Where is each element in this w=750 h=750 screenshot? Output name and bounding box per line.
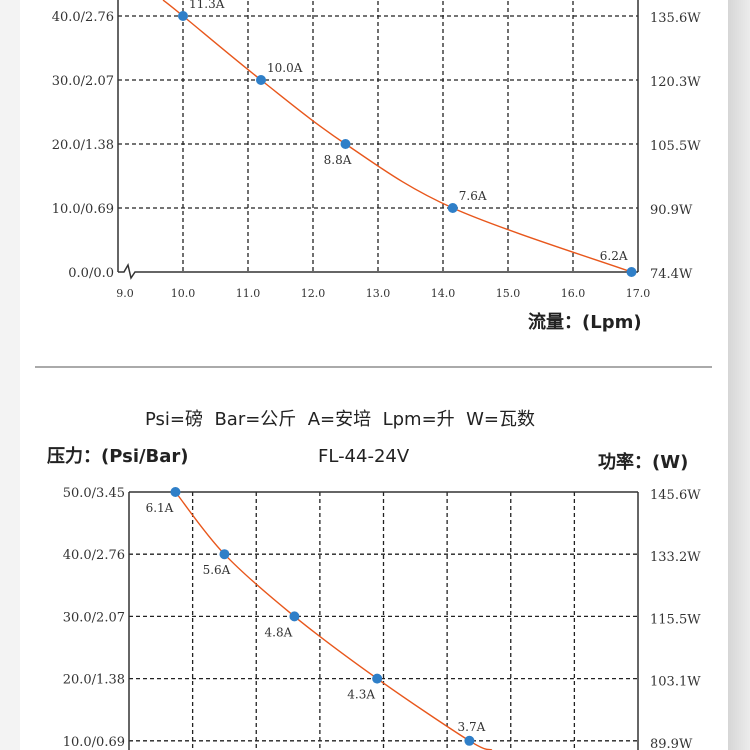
x-tick-label: 14.0 (431, 287, 456, 300)
data-point (626, 267, 637, 277)
y2-tick-label: 133.2W (650, 550, 701, 565)
y2-axis-title: 功率：(W) (598, 451, 688, 473)
current-label: 3.7A (458, 720, 486, 734)
page-edge-shadow (728, 0, 750, 750)
y-tick-label: 50.0/3.45 (63, 486, 125, 501)
y2-tick-label: 135.6W (650, 11, 701, 26)
y-tick-label: 40.0/2.76 (63, 548, 125, 563)
y-axis-title: 压力：(Psi/Bar) (47, 446, 189, 467)
y2-tick-label: 103.1W (650, 675, 701, 690)
current-label: 4.3A (347, 688, 375, 702)
top-chart: 0.0/0.0 74.4W 10.0/0.69 90.9W 20.0/1.38 105.5… (52, 0, 701, 300)
data-point (219, 549, 230, 560)
x-tick-label: 12.0 (301, 287, 326, 300)
data-point (464, 735, 475, 746)
top-x-axis-title: 流量：(Lpm) (528, 311, 642, 333)
x-tick-label: 16.0 (561, 287, 586, 300)
y-tick-label: 20.0/1.38 (52, 138, 114, 153)
data-point (178, 11, 188, 21)
y-tick-label: 0.0/0.0 (68, 266, 114, 281)
bottom-chart: 50.0/3.45 145.6W 40.0/2.76 133.2W 30.0/2.07 1… (63, 486, 701, 750)
y-tick-label: 30.0/2.07 (52, 74, 114, 89)
x-tick-label: 11.0 (236, 287, 261, 300)
data-point (289, 611, 300, 622)
current-label: 6.2A (600, 249, 628, 263)
x-tick-label: 10.0 (171, 287, 196, 300)
y-tick-label: 10.0/0.69 (52, 202, 114, 217)
current-label: 5.6A (203, 563, 231, 577)
pressure-curve (174, 491, 493, 750)
data-point (447, 203, 458, 213)
y2-tick-label: 145.6W (650, 488, 701, 503)
data-point (170, 487, 181, 497)
y2-tick-label: 120.3W (650, 75, 701, 90)
y-tick-label: 30.0/2.07 (63, 610, 125, 625)
pressure-curve (162, 0, 632, 273)
x-tick-label: 9.0 (116, 287, 134, 300)
data-point (340, 139, 351, 149)
y2-tick-label: 90.9W (650, 203, 693, 218)
y2-tick-label: 74.4W (650, 267, 693, 282)
y-tick-label: 20.0/1.38 (63, 673, 125, 688)
data-point (372, 673, 383, 684)
current-label: 6.1A (146, 501, 174, 515)
current-label: 8.8A (324, 153, 352, 167)
current-label: 10.0A (267, 61, 303, 75)
y2-tick-label: 105.5W (650, 139, 701, 154)
page-card (20, 0, 728, 750)
x-axis-line-with-break (118, 262, 638, 280)
current-label: 4.8A (265, 625, 293, 639)
y-tick-label: 40.0/2.76 (52, 10, 114, 25)
current-label: 11.3A (189, 0, 225, 11)
x-tick-label: 13.0 (366, 287, 391, 300)
unit-legend: Psi=磅 Bar=公斤 A=安培 Lpm=升 W=瓦数 (145, 409, 535, 430)
x-tick-label: 15.0 (496, 287, 521, 300)
current-label: 7.6A (459, 189, 487, 203)
chart-title: FL-44-24V (318, 446, 410, 467)
y2-tick-label: 115.5W (650, 612, 701, 627)
data-point (256, 75, 266, 85)
x-tick-label: 17.0 (626, 287, 651, 300)
y2-tick-label: 89.9W (650, 737, 693, 750)
y-tick-label: 10.0/0.69 (63, 735, 125, 750)
